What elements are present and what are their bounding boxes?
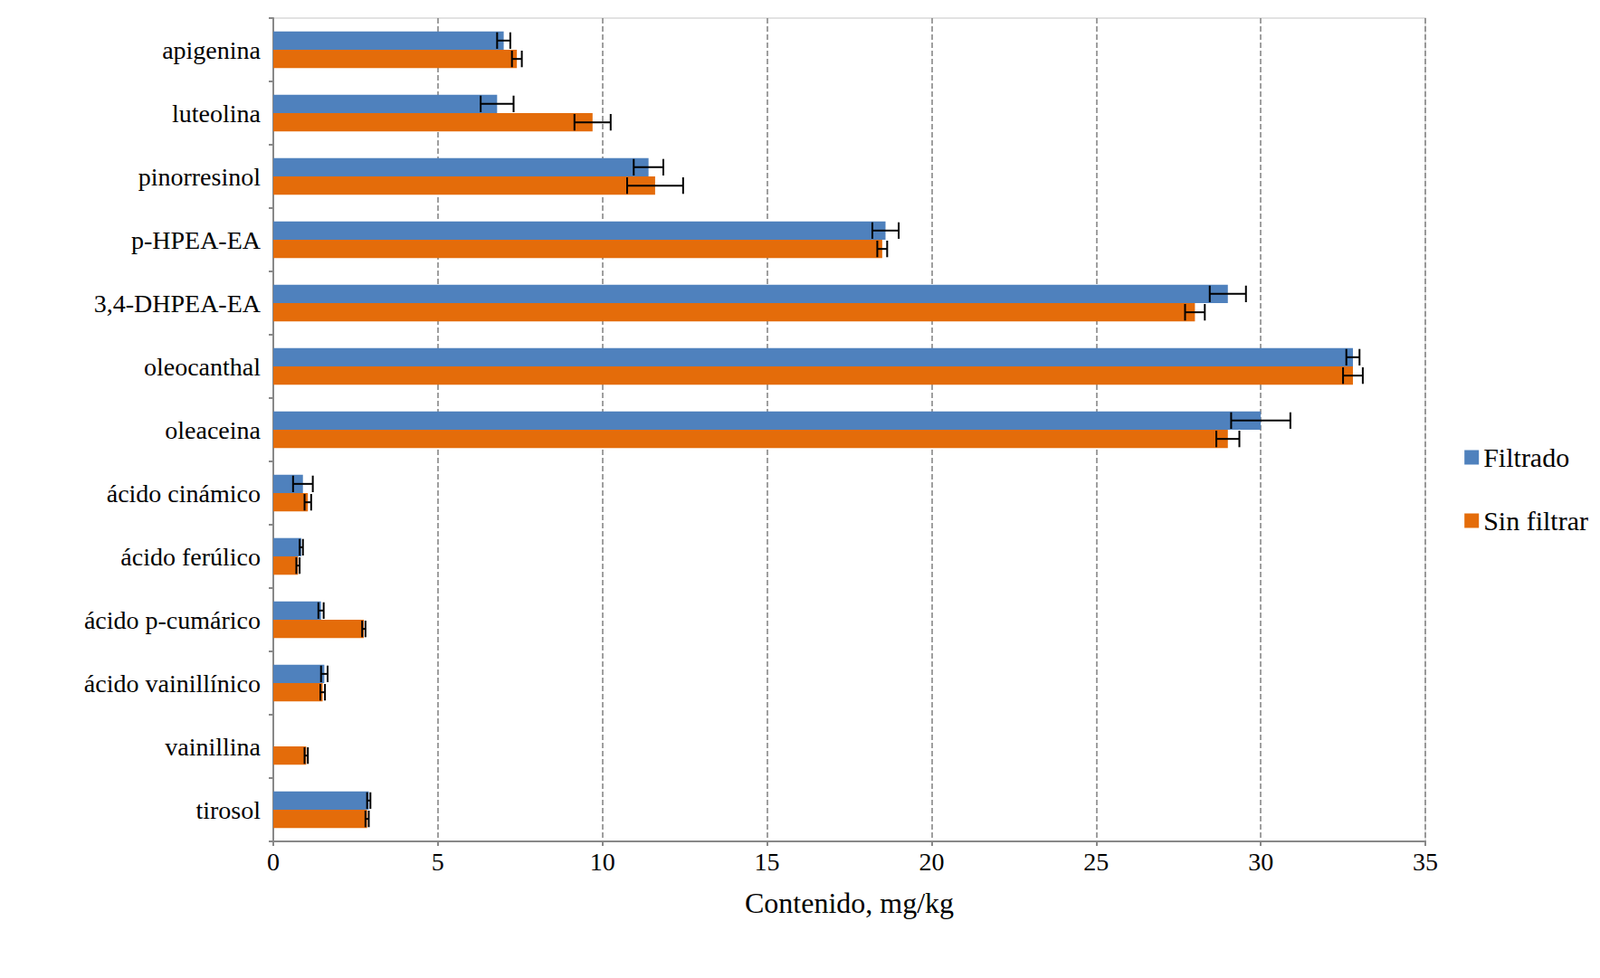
svg-text:oleaceina: oleaceina: [164, 416, 261, 445]
svg-text:pinorresinol: pinorresinol: [138, 162, 262, 191]
svg-text:ácido vainillínico: ácido vainillínico: [84, 669, 261, 698]
svg-text:ácido cinámico: ácido cinámico: [106, 479, 261, 508]
svg-text:10: 10: [590, 847, 616, 877]
svg-text:Contenido, mg/kg: Contenido, mg/kg: [744, 886, 954, 920]
svg-text:15: 15: [754, 847, 781, 877]
svg-text:apigenina: apigenina: [161, 36, 261, 65]
svg-text:p-HPEA-EA: p-HPEA-EA: [131, 226, 262, 255]
svg-text:0: 0: [266, 847, 280, 877]
svg-text:5: 5: [431, 847, 445, 877]
svg-text:35: 35: [1412, 847, 1439, 877]
svg-text:3,4-DHPEA-EA: 3,4-DHPEA-EA: [94, 289, 262, 318]
svg-text:ácido ferúlico: ácido ferúlico: [120, 542, 261, 572]
svg-text:oleocanthal: oleocanthal: [143, 352, 261, 381]
svg-text:30: 30: [1247, 847, 1274, 877]
svg-text:20: 20: [918, 847, 944, 877]
svg-text:Sin filtrar: Sin filtrar: [1483, 505, 1589, 536]
svg-text:vainillina: vainillina: [164, 733, 261, 762]
svg-text:ácido p-cumárico: ácido p-cumárico: [84, 606, 261, 635]
svg-text:Filtrado: Filtrado: [1483, 442, 1570, 473]
svg-text:luteolina: luteolina: [171, 99, 262, 128]
svg-text:tirosol: tirosol: [195, 796, 261, 825]
svg-text:25: 25: [1083, 847, 1109, 877]
